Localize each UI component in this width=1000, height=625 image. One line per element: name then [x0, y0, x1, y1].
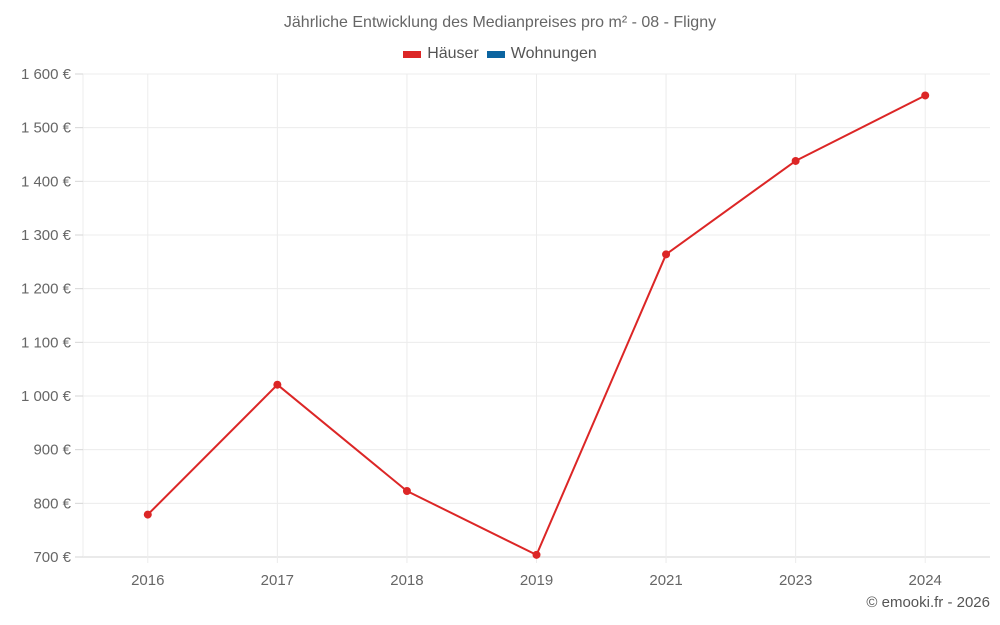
legend-swatch-haeuser	[403, 50, 422, 58]
x-axis: 2016 2017 2018 2019 2021 2023 2024	[131, 572, 942, 589]
legend-swatch-wohnungen	[486, 50, 505, 58]
y-tick-label: 1 100 €	[21, 334, 72, 351]
data-point[interactable]	[532, 550, 541, 559]
legend-label-haeuser: Häuser	[427, 45, 479, 62]
legend-label-wohnungen: Wohnungen	[510, 45, 597, 62]
legend: Häuser Wohnungen	[0, 45, 1000, 63]
legend-item-wohnungen[interactable]: Wohnungen	[486, 45, 597, 63]
x-tick-label: 2018	[390, 572, 423, 589]
y-tick-label: 1 300 €	[21, 227, 72, 244]
y-tick-label: 1 500 €	[21, 120, 72, 137]
grid-lines	[82, 73, 990, 563]
y-tick-label: 1 400 €	[21, 173, 72, 190]
data-point[interactable]	[662, 250, 671, 259]
x-tick-label: 2017	[261, 572, 294, 589]
series-haeuser	[143, 91, 930, 559]
chart-title: Jährliche Entwicklung des Medianpreises …	[283, 14, 717, 31]
y-tick-label: 800 €	[33, 495, 71, 512]
x-tick-label: 2023	[779, 572, 812, 589]
data-point[interactable]	[791, 156, 800, 165]
y-tick-label: 700 €	[33, 549, 71, 566]
y-tick-label: 1 600 €	[21, 66, 72, 83]
legend-item-haeuser[interactable]: Häuser	[403, 45, 479, 63]
y-axis: 700 € 800 € 900 € 1 000 € 1 100 € 1 200 € 1 30…	[21, 66, 83, 566]
y-tick-label: 1 000 €	[21, 388, 72, 405]
data-point[interactable]	[143, 510, 152, 519]
data-point[interactable]	[273, 380, 282, 389]
x-tick-label: 2024	[909, 572, 942, 589]
data-point[interactable]	[921, 91, 930, 100]
data-point[interactable]	[402, 486, 411, 495]
x-tick-label: 2019	[520, 572, 553, 589]
x-tick-label: 2021	[649, 572, 682, 589]
x-tick-label: 2016	[131, 572, 164, 589]
y-tick-label: 1 200 €	[21, 281, 72, 298]
credit-text: © emooki.fr - 2026	[866, 594, 990, 611]
y-tick-label: 900 €	[33, 442, 71, 459]
